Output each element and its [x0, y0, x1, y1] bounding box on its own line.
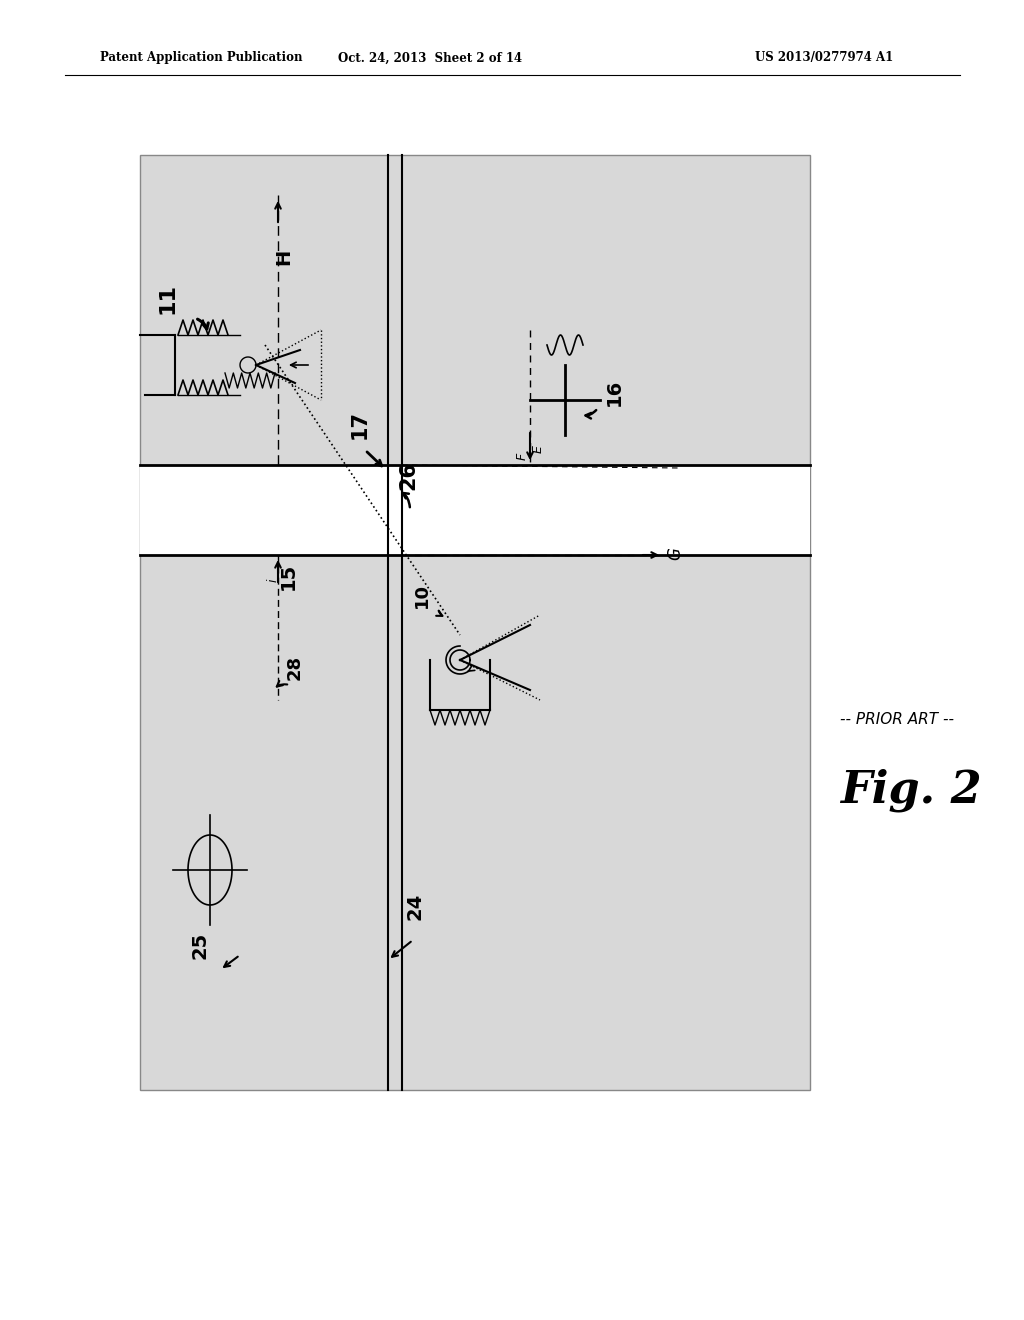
Text: 24: 24	[406, 892, 425, 920]
Text: G: G	[666, 546, 684, 560]
Text: Patent Application Publication: Patent Application Publication	[100, 51, 302, 65]
Text: 10: 10	[413, 583, 431, 609]
Bar	[140, 154, 810, 1090]
Text: 11: 11	[158, 282, 178, 314]
Bar	[140, 465, 810, 554]
Text: 28: 28	[286, 655, 304, 680]
Text: H: H	[274, 248, 294, 265]
Text: 15: 15	[279, 562, 298, 590]
Text: 17: 17	[350, 411, 370, 440]
Text: -- PRIOR ART --: -- PRIOR ART --	[840, 713, 954, 727]
Text: 26: 26	[398, 461, 418, 490]
Text: Fig. 2: Fig. 2	[840, 768, 982, 812]
Text: Oct. 24, 2013  Sheet 2 of 14: Oct. 24, 2013 Sheet 2 of 14	[338, 51, 522, 65]
Text: E: E	[531, 445, 545, 453]
Text: i: i	[266, 578, 280, 582]
Text: 16: 16	[604, 379, 624, 405]
Text: US 2013/0277974 A1: US 2013/0277974 A1	[755, 51, 893, 65]
Text: F: F	[515, 453, 528, 461]
Text: 25: 25	[190, 932, 210, 958]
